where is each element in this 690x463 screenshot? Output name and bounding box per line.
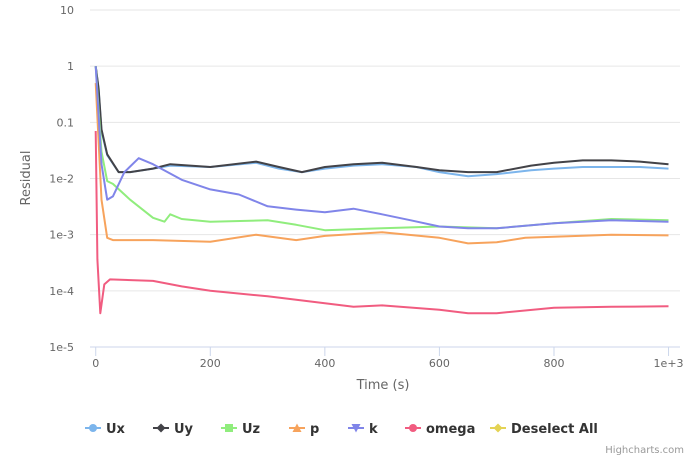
diamond-icon	[493, 423, 503, 433]
y-tick-label: 10	[60, 4, 74, 17]
square-icon	[225, 424, 233, 432]
series-line-uy	[94, 66, 669, 174]
series-line-k	[94, 66, 669, 230]
legend-item-omega[interactable]: omega	[405, 422, 475, 437]
triangle-down-icon	[351, 424, 361, 433]
grid	[90, 9, 680, 348]
legend-label: Ux	[106, 422, 126, 437]
credits-link[interactable]: Highcharts.com	[605, 445, 684, 456]
circle-icon	[409, 424, 417, 432]
axes: 1e-5 1e-4 1e-3 1e-2 0.1 1 10 0 200 400 600 800 1e+3	[49, 4, 683, 370]
x-axis-title: Time (s)	[356, 378, 410, 393]
legend-label: Deselect All	[511, 422, 598, 437]
legend-item-p[interactable]: p	[289, 422, 319, 437]
x-tick-label: 1e+3	[654, 357, 684, 370]
series-line-omega	[94, 130, 669, 315]
y-tick-label: 1e-3	[49, 229, 74, 242]
y-tick-label: 0.1	[57, 116, 75, 129]
series-line-uz	[94, 66, 669, 232]
legend-label: Uz	[242, 422, 260, 437]
legend-label: omega	[426, 422, 475, 437]
y-axis-title: Residual	[19, 151, 34, 206]
x-tick-label: 200	[200, 357, 221, 370]
x-tick-label: 400	[314, 357, 335, 370]
legend: Ux Uy Uz p k omega Deselect All	[85, 422, 598, 437]
y-tick-label: 1e-4	[49, 285, 74, 298]
legend-item-k[interactable]: k	[348, 422, 378, 437]
series-group	[94, 66, 669, 315]
triangle-icon	[292, 423, 302, 432]
x-tick-label: 600	[429, 357, 450, 370]
legend-label: p	[310, 422, 319, 437]
legend-item-uz[interactable]: Uz	[221, 422, 260, 437]
diamond-icon	[156, 423, 166, 433]
x-tick-label: 800	[543, 357, 564, 370]
y-tick-label: 1e-5	[49, 341, 74, 354]
legend-item-deselect-all[interactable]: Deselect All	[490, 422, 598, 437]
y-tick-label: 1e-2	[49, 173, 74, 186]
circle-icon	[89, 424, 97, 432]
x-tick-label: 0	[92, 357, 99, 370]
legend-item-ux[interactable]: Ux	[85, 422, 126, 437]
legend-label: k	[369, 422, 378, 437]
legend-label: Uy	[174, 422, 194, 437]
legend-item-uy[interactable]: Uy	[153, 422, 194, 437]
y-tick-label: 1	[67, 60, 74, 73]
series-line-p	[94, 83, 669, 245]
